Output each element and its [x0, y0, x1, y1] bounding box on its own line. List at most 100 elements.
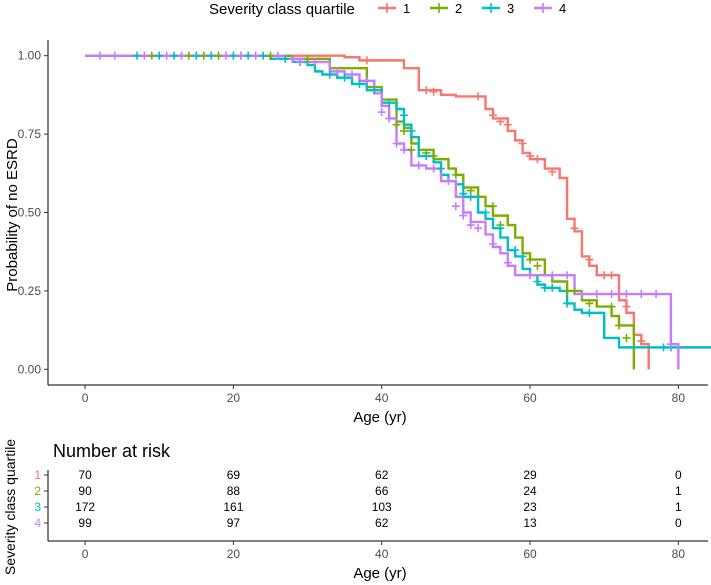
- risk-count: 1: [675, 484, 682, 498]
- censor-mark-3: [659, 343, 668, 352]
- y-axis-label: Probability of no ESRD: [4, 138, 21, 292]
- censor-mark-2: [303, 54, 312, 63]
- censor-mark-2: [615, 321, 624, 330]
- censor-mark-1: [518, 139, 527, 148]
- censor-mark-2: [563, 286, 572, 295]
- risk-count: 103: [372, 500, 392, 514]
- censor-mark-4: [385, 114, 394, 123]
- censor-mark-3: [466, 192, 475, 201]
- risk-count: 172: [75, 500, 95, 514]
- censor-mark-1: [533, 155, 542, 164]
- censor-mark-4: [310, 57, 319, 66]
- censor-mark-3: [385, 98, 394, 107]
- risk-table: Number at risk 1 70 69 62 29 02 90 88 66 24 13 172 1…: [2, 439, 708, 582]
- censor-mark-4: [622, 290, 631, 299]
- risk-row-label-3: 3: [34, 500, 41, 514]
- risk-x-tick-label: 0: [82, 547, 89, 561]
- censor-mark-2: [526, 255, 535, 264]
- censor-mark-4: [221, 51, 230, 60]
- censor-mark-4: [459, 211, 468, 220]
- censor-mark-3: [155, 51, 164, 60]
- y-tick-label: 0.75: [18, 127, 42, 141]
- risk-row-label-1: 1: [34, 468, 41, 482]
- x-tick-label: 40: [375, 391, 389, 405]
- censor-mark-3: [496, 224, 505, 233]
- censor-mark-3: [259, 51, 268, 60]
- survival-curve-2: [85, 54, 636, 370]
- survival-curves: [85, 54, 711, 370]
- censor-mark-2: [407, 145, 416, 154]
- censor-mark-2: [214, 51, 223, 60]
- y-tick-label: 1.00: [18, 49, 42, 63]
- legend-items: 1 2 3 4: [378, 1, 566, 16]
- censor-mark-4: [526, 271, 535, 280]
- censor-mark-3: [585, 308, 594, 317]
- censor-mark-1: [548, 167, 557, 176]
- censor-mark-4: [296, 57, 305, 66]
- censor-mark-1: [422, 86, 431, 95]
- censor-mark-3: [511, 246, 520, 255]
- censor-mark-4: [273, 51, 282, 60]
- plot-panel: 0.00 0.25 0.50 0.75 1.00 0 20 40 60 80: [18, 40, 711, 405]
- risk-x-axis-label: Age (yr): [353, 565, 406, 582]
- risk-count: 97: [227, 516, 241, 530]
- censor-mark-3: [370, 86, 379, 95]
- censor-mark-2: [266, 51, 275, 60]
- legend-label-3: 3: [507, 1, 514, 16]
- censor-mark-2: [622, 333, 631, 342]
- censor-mark-4: [444, 177, 453, 186]
- censor-mark-4: [392, 139, 401, 148]
- censor-mark-4: [451, 202, 460, 211]
- risk-rows: 1 70 69 62 29 02 90 88 66 24 13 172 161 103 23 14 99 97 62…: [34, 468, 682, 530]
- risk-x-tick-label: 60: [523, 547, 537, 561]
- censor-mark-1: [622, 302, 631, 311]
- censor-mark-4: [177, 51, 186, 60]
- risk-count: 69: [227, 468, 241, 482]
- censor-mark-1: [503, 120, 512, 129]
- risk-count: 13: [523, 516, 537, 530]
- x-tick-label: 60: [523, 391, 537, 405]
- censor-mark-3: [563, 299, 572, 308]
- censor-mark-2: [570, 286, 579, 295]
- risk-y-axis-label: Severity class quartile: [2, 439, 18, 575]
- survival-curve-3: [85, 54, 711, 349]
- censor-mark-1: [429, 87, 438, 96]
- censor-mark-4: [474, 224, 483, 233]
- risk-count: 99: [78, 516, 92, 530]
- risk-row-label-4: 4: [34, 516, 41, 530]
- censor-mark-4: [563, 271, 572, 280]
- censor-mark-3: [437, 164, 446, 173]
- x-tick-label: 20: [227, 391, 241, 405]
- legend: Severity class quartile 1 2 3 4: [209, 1, 566, 18]
- legend-label-2: 2: [455, 1, 462, 16]
- censor-mark-3: [132, 51, 141, 60]
- y-tick-label: 0.50: [18, 206, 42, 220]
- censor-mark-3: [459, 189, 468, 198]
- risk-count: 90: [78, 484, 92, 498]
- censor-mark-3: [533, 277, 542, 286]
- censor-mark-3: [170, 51, 179, 60]
- censor-mark-4: [592, 290, 601, 299]
- censor-mark-2: [147, 51, 156, 60]
- censor-mark-4: [362, 76, 371, 85]
- censor-mark-1: [496, 117, 505, 126]
- censor-mark-3: [548, 283, 557, 292]
- censor-mark-4: [652, 290, 661, 299]
- risk-row-label-2: 2: [34, 484, 41, 498]
- censor-mark-4: [414, 161, 423, 170]
- censor-mark-4: [607, 290, 616, 299]
- censor-mark-3: [481, 208, 490, 217]
- legend-label-1: 1: [403, 1, 410, 16]
- censor-mark-1: [474, 92, 483, 101]
- censor-mark-2: [607, 302, 616, 311]
- censor-mark-4: [95, 51, 104, 60]
- censor-mark-3: [229, 51, 238, 60]
- y-tick-label: 0.25: [18, 284, 42, 298]
- censor-mark-4: [548, 271, 557, 280]
- censor-mark-1: [362, 56, 371, 65]
- x-tick-label: 80: [672, 391, 686, 405]
- risk-count: 29: [523, 468, 537, 482]
- censor-mark-4: [488, 239, 497, 248]
- risk-count: 62: [375, 516, 389, 530]
- risk-count: 24: [523, 484, 537, 498]
